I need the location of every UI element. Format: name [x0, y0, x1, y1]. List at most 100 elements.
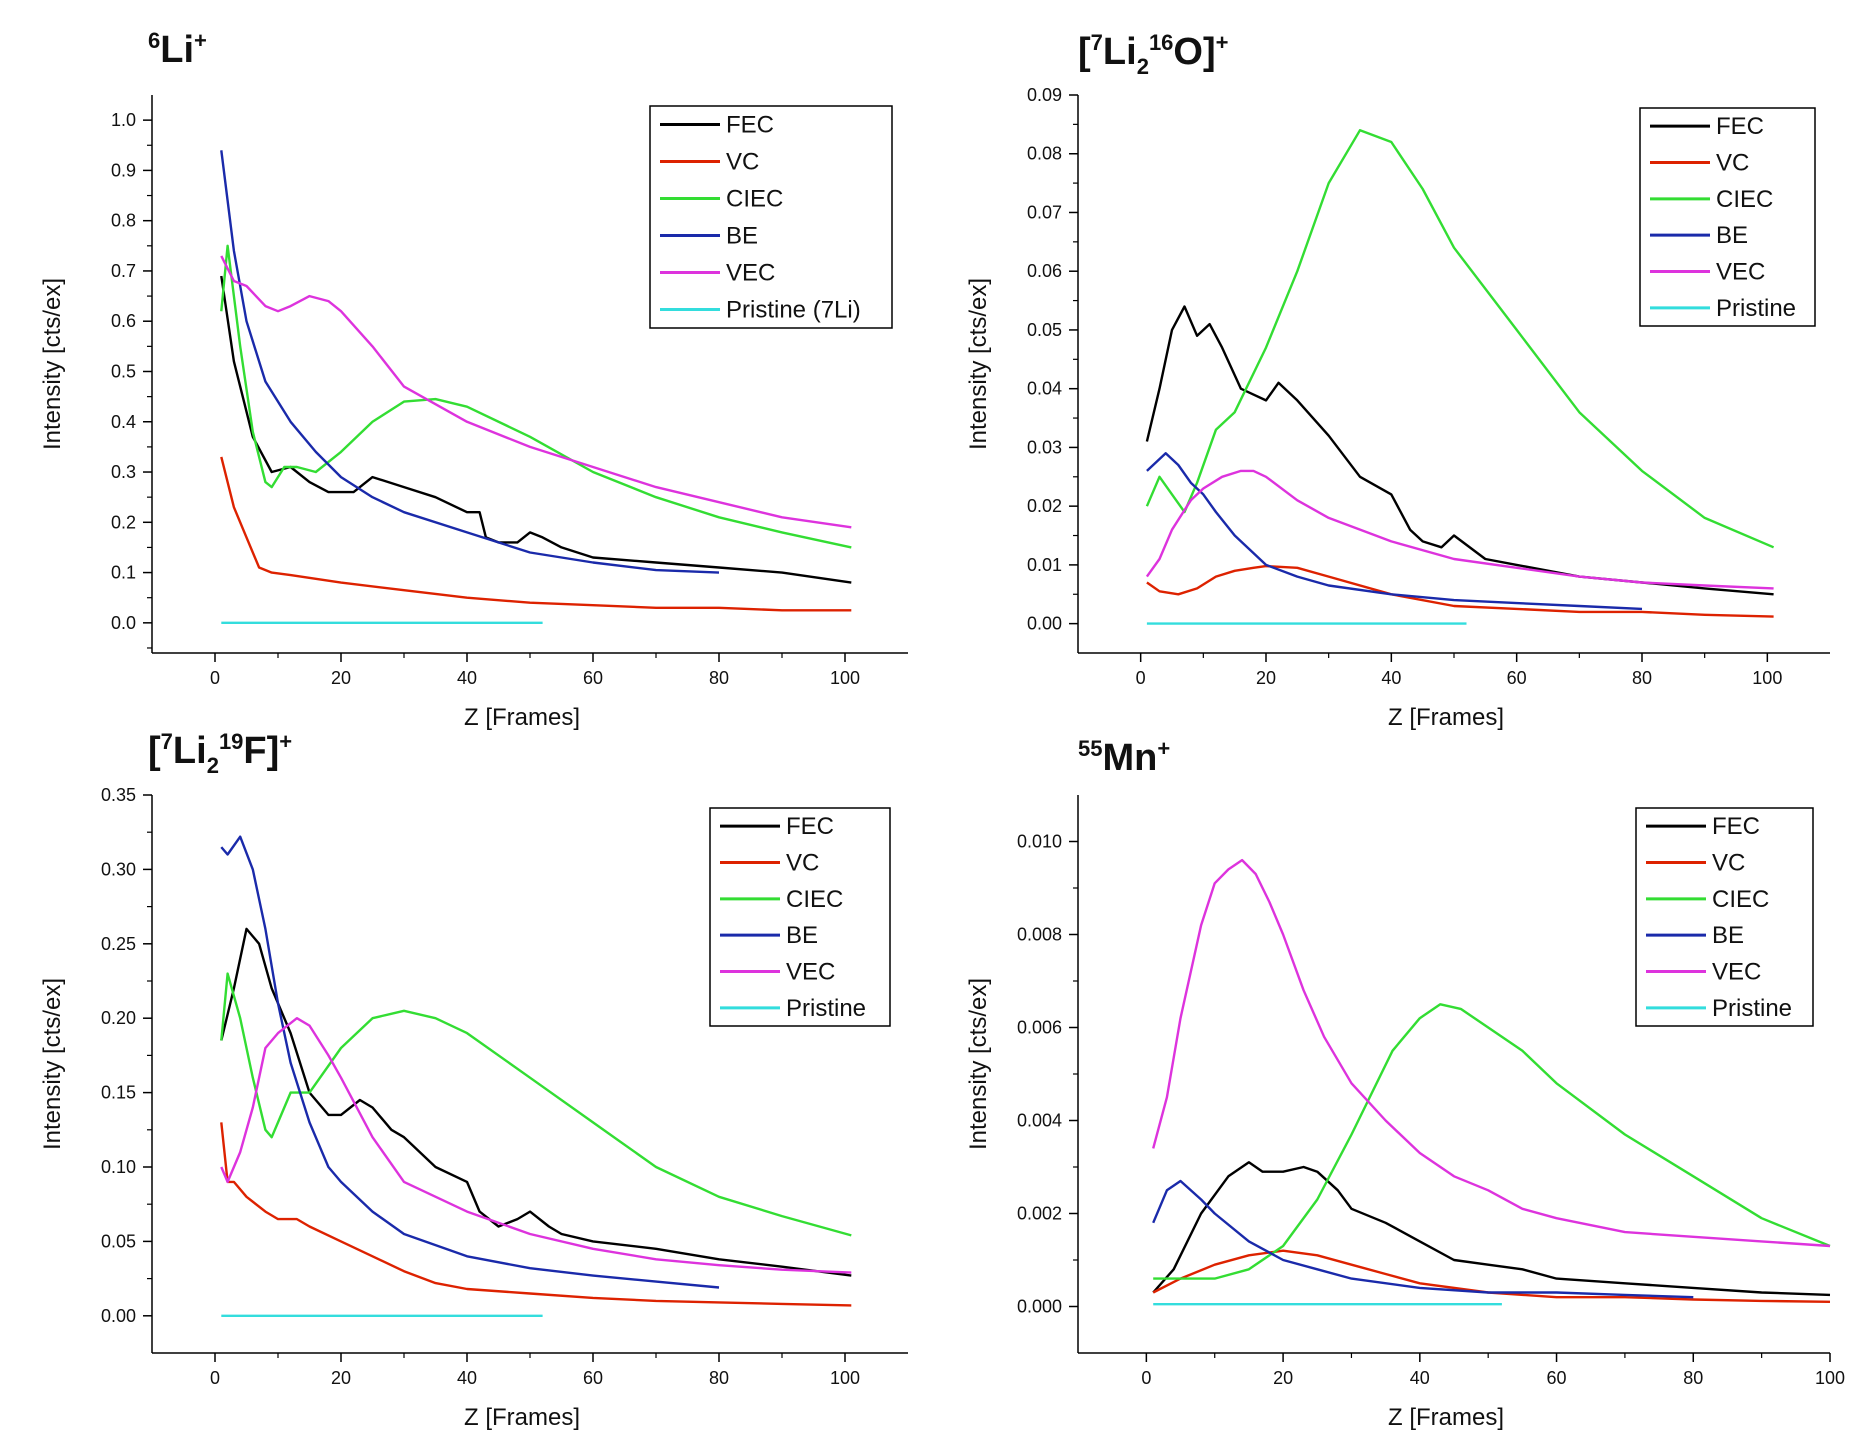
x-tick-label: 100 — [830, 668, 860, 688]
y-tick-label: 0.004 — [1017, 1111, 1062, 1131]
chart-title-part: [ — [148, 730, 161, 772]
chart-title-part: + — [279, 729, 292, 754]
chart-title-part: 7 — [1091, 30, 1103, 55]
x-tick-label: 20 — [1273, 1368, 1293, 1388]
legend-label: Pristine (7Li) — [726, 297, 861, 324]
chart-title: 55Mn+ — [1078, 736, 1170, 779]
series-line — [1145, 469, 1774, 590]
legend-box — [709, 807, 891, 1027]
legend-label: CIEC — [1716, 186, 1773, 213]
x-tick-label: 60 — [583, 668, 603, 688]
y-tick-label: 0.07 — [1027, 202, 1062, 222]
y-tick-label: 0.08 — [1027, 144, 1062, 164]
x-tick-label: 0 — [1136, 668, 1146, 688]
y-tick-label: 0.8 — [111, 211, 136, 231]
series-line — [1153, 1003, 1831, 1280]
series-line — [220, 972, 852, 1237]
y-tick-label: 0.006 — [1017, 1018, 1062, 1038]
chart-title: [7Li219F]+ — [148, 729, 292, 778]
series-line — [1152, 1249, 1831, 1303]
y-tick-label: 0.25 — [101, 934, 136, 954]
y-tick-label: 0.15 — [101, 1083, 136, 1103]
chart-panel: 0 20 40 60 80 100 0.00 0.05 0.10 0.15 0.20 0.25 0.30… — [39, 729, 908, 1431]
legend-label: FEC — [1716, 113, 1764, 140]
chart-title: [7Li216O]+ — [1078, 30, 1229, 79]
x-tick-label: 20 — [1256, 668, 1276, 688]
y-tick-label: 0.3 — [111, 462, 136, 482]
series-line — [220, 835, 720, 1289]
legend-label: VEC — [1712, 959, 1761, 986]
y-tick-label: 0.02 — [1027, 496, 1062, 516]
legend-label: VEC — [1716, 259, 1765, 286]
chart-title-part: + — [1216, 30, 1229, 55]
chart-title-part: F] — [243, 730, 279, 772]
y-tick-label: 0.20 — [101, 1008, 136, 1028]
x-tick-label: 40 — [1410, 1368, 1430, 1388]
legend-box — [1639, 107, 1816, 327]
x-tick-label: 40 — [1381, 668, 1401, 688]
y-axis-label: Intensity [cts/ex] — [965, 978, 992, 1150]
x-tick-label: 60 — [1547, 1368, 1567, 1388]
legend-label: VEC — [726, 260, 775, 287]
y-tick-label: 0.03 — [1027, 437, 1062, 457]
legend-label: VC — [1712, 850, 1745, 877]
legend-label: BE — [1712, 922, 1744, 949]
chart-title: 6Li+ — [148, 28, 207, 71]
legend-box — [1635, 807, 1814, 1027]
series-line — [1145, 305, 1774, 596]
x-tick-label: 100 — [1815, 1368, 1845, 1388]
chart-panel: 0 20 40 60 80 100 0.000 0.002 0.004 0.006 0.008 0.0… — [965, 736, 1845, 1431]
x-tick-label: 0 — [1141, 1368, 1151, 1388]
y-tick-label: 0.06 — [1027, 261, 1062, 281]
x-axis-label: Z [Frames] — [1388, 1404, 1504, 1431]
y-tick-label: 0.000 — [1017, 1297, 1062, 1317]
legend: FEC VC CIEC BE VEC Pristine — [1639, 107, 1816, 327]
chart-title-part: Mn — [1102, 737, 1157, 779]
legend-label: FEC — [726, 112, 774, 139]
chart-title-part: 6 — [148, 28, 160, 53]
y-tick-label: 0.05 — [101, 1231, 136, 1251]
y-axis-label: Intensity [cts/ex] — [39, 978, 66, 1150]
chart-panel: 0 20 40 60 80 100 0.00 0.01 0.02 0.03 0.04 0.05 0.06… — [965, 30, 1830, 731]
chart-title-part: 7 — [161, 729, 173, 754]
x-tick-label: 80 — [709, 1368, 729, 1388]
series-line — [220, 150, 720, 574]
x-tick-label: 60 — [583, 1368, 603, 1388]
x-axis-label: Z [Frames] — [464, 704, 580, 731]
y-tick-label: 0.7 — [111, 261, 136, 281]
chart-title-part: 55 — [1078, 736, 1102, 761]
legend-label: VC — [726, 149, 759, 176]
legend-label: FEC — [786, 813, 834, 840]
x-axis-label: Z [Frames] — [464, 1404, 580, 1431]
y-tick-label: 0.2 — [111, 512, 136, 532]
series-line — [220, 1017, 852, 1274]
series-line — [1152, 1161, 1831, 1297]
y-tick-label: 0.35 — [101, 785, 136, 805]
chart-title-part: 19 — [219, 729, 243, 754]
chart-title-part: Li — [1103, 31, 1137, 73]
y-tick-label: 1.0 — [111, 110, 136, 130]
y-tick-label: 0.01 — [1027, 555, 1062, 575]
y-tick-label: 0.010 — [1017, 832, 1062, 852]
y-tick-label: 0.04 — [1027, 379, 1062, 399]
legend-label: BE — [786, 922, 818, 949]
x-tick-label: 0 — [210, 1368, 220, 1388]
x-tick-label: 100 — [1752, 668, 1782, 688]
chart-title-part: Li — [173, 730, 207, 772]
x-tick-label: 100 — [830, 1368, 860, 1388]
x-tick-label: 0 — [210, 668, 220, 688]
legend-label: BE — [1716, 222, 1748, 249]
chart-title-part: Li — [160, 29, 194, 71]
chart-title-part: + — [1157, 736, 1170, 761]
chart-title-part: 16 — [1149, 30, 1173, 55]
x-tick-label: 60 — [1507, 668, 1527, 688]
x-tick-label: 80 — [1683, 1368, 1703, 1388]
y-tick-label: 0.5 — [111, 361, 136, 381]
y-axis-label: Intensity [cts/ex] — [39, 278, 66, 450]
y-tick-label: 0.00 — [1027, 614, 1062, 634]
chart-title-part: 2 — [207, 753, 219, 778]
y-axis-label: Intensity [cts/ex] — [965, 278, 992, 450]
legend-label: VEC — [786, 959, 835, 986]
series-line — [1152, 858, 1831, 1248]
